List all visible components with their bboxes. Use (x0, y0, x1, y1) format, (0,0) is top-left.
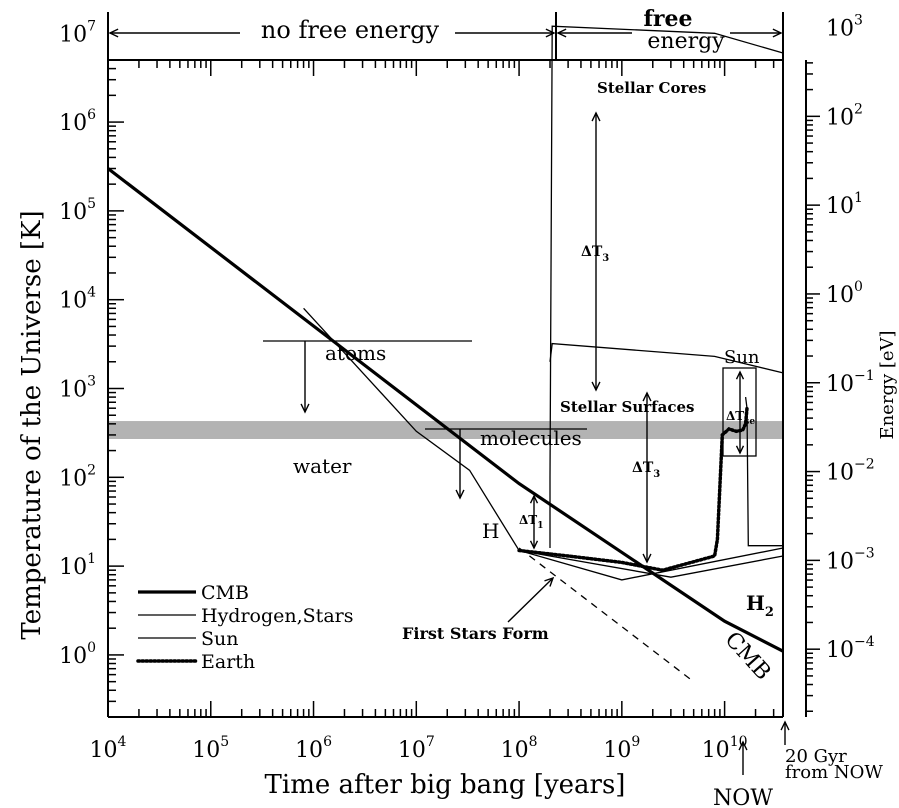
twenty-gyr-label: 20 Gyr (785, 746, 847, 767)
delta-t2-label: ΔT3 (581, 244, 609, 264)
y-tick-label: 101 (59, 551, 96, 580)
y2-tick-label: 10−2 (826, 457, 875, 486)
y2-tick-label: 10−4 (826, 634, 875, 663)
x-tick-label: 108 (501, 734, 538, 763)
y-tick-label: 104 (59, 285, 96, 314)
delta-tse-arrow-b (735, 412, 745, 455)
series-earth-line (517, 406, 749, 572)
delta-t3-label: ΔT3 (632, 460, 660, 480)
series-line-5 (549, 25, 784, 548)
y-tick-label: 102 (59, 462, 96, 491)
free-energy-arrow-left (556, 28, 632, 38)
stellar-cores-label: Stellar Cores (597, 79, 706, 97)
y2-tick-label: 101 (826, 190, 863, 219)
no-free-energy-arrow-right (455, 28, 556, 38)
delta-t3-arrow-b (642, 477, 652, 564)
first-stars-label: First Stars Form (402, 624, 549, 643)
now-label: NOW (713, 786, 773, 808)
free-label: free (643, 6, 692, 32)
y-tick-label: 100 (59, 640, 96, 669)
series-line-4 (518, 547, 695, 683)
cmb-curve-label: CMB (720, 627, 776, 685)
no-free-energy-label: no free energy (261, 16, 440, 44)
x-tick-label: 1010 (702, 734, 748, 763)
x-tick-label: 109 (603, 734, 640, 763)
molecules-label: molecules (480, 426, 582, 450)
twenty-gyr-arrow (780, 720, 790, 745)
y2-tick-label: 102 (826, 101, 863, 130)
series-line-6 (549, 342, 784, 374)
legend-label-earth: Earth (201, 651, 255, 673)
x-axis-title: Time after big bang [years] (265, 770, 626, 800)
x-tick-label: 104 (90, 734, 127, 763)
y2-tick-label: 103 (826, 13, 863, 42)
sun-label: Sun (724, 347, 760, 368)
h-label: H (482, 519, 499, 543)
y2-axis-title: Energy [eV] (877, 330, 898, 439)
delta-t2-arrow-b (591, 251, 601, 392)
y-tick-label: 105 (59, 196, 96, 225)
series-cmb-line (107, 167, 784, 653)
delta-t3-arrow-a (642, 391, 652, 478)
delta-t1-arrow-a (529, 494, 539, 522)
legend-label-sun: Sun (201, 628, 239, 650)
stellar-surfaces-label: Stellar Surfaces (560, 398, 694, 416)
first-stars-arrow (507, 576, 555, 623)
energy-label: energy (647, 29, 725, 54)
y2-tick-label: 10−3 (826, 545, 875, 574)
sun-box (722, 367, 757, 457)
delta-t1-arrow-b (529, 522, 539, 550)
atoms-label: atoms (325, 341, 386, 365)
water-label: water (293, 454, 352, 478)
no-free-energy-arrow-left (108, 28, 240, 38)
from-now-label: from NOW (785, 762, 883, 783)
y2-tick-label: 100 (826, 279, 863, 308)
delta-t2-arrow-a (591, 111, 601, 252)
water-band (108, 421, 783, 439)
x-tick-label: 107 (398, 734, 435, 763)
series-line-7 (744, 397, 783, 547)
atoms-arrow (300, 341, 310, 414)
h2-label: H2 (746, 591, 774, 620)
legend-label-hydrogen-stars: Hydrogen,Stars (201, 605, 353, 627)
x-tick-label: 105 (192, 734, 229, 763)
free-energy-arrow-right (730, 28, 783, 38)
y-tick-label: 106 (59, 107, 96, 136)
legend-label-cmb: CMB (201, 582, 249, 604)
delta-t1-label: ΔT1 (519, 513, 544, 531)
molecules-arrow (455, 429, 465, 500)
y-axis-title: Temperature of the Universe [K] (17, 210, 47, 639)
delta-tse-arrow-a (735, 370, 745, 413)
y-tick-label: 103 (59, 374, 96, 403)
now-arrow (738, 740, 748, 775)
y-tick-label: 107 (59, 18, 96, 47)
y2-tick-label: 10−1 (826, 368, 875, 397)
x-tick-label: 106 (295, 734, 332, 763)
